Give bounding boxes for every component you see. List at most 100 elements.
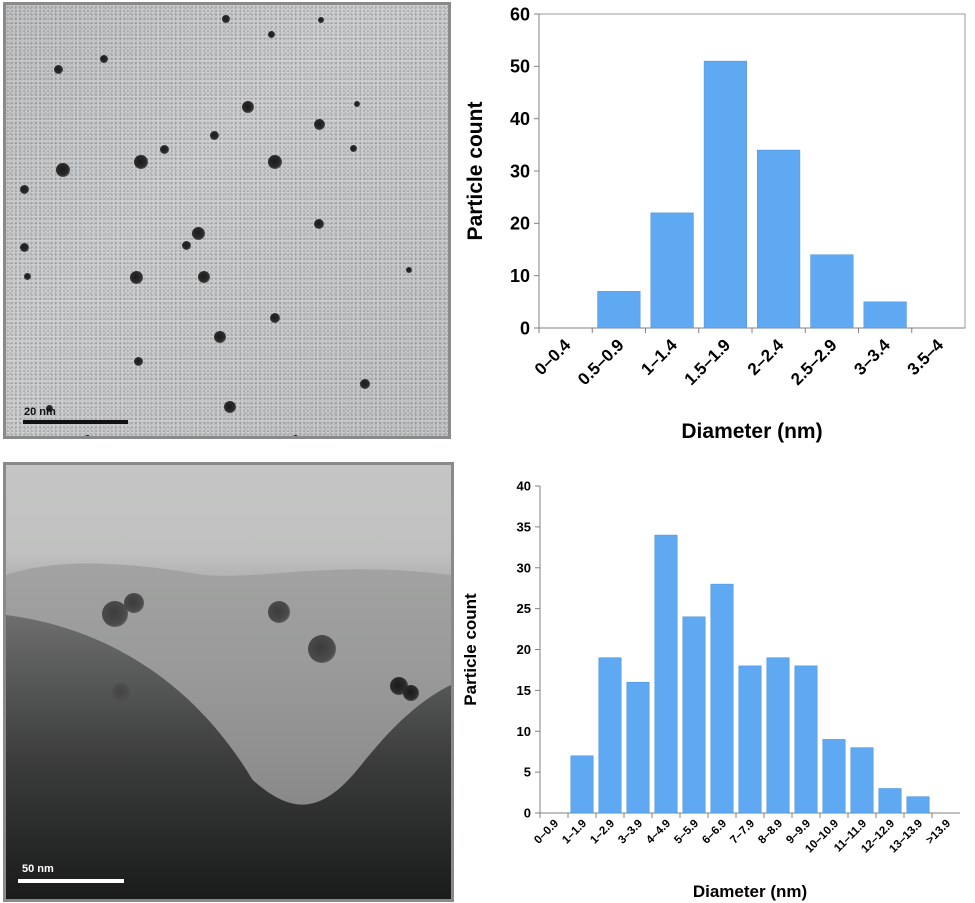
nanoparticle bbox=[46, 405, 53, 412]
bottom-chart-y-tick-label: 40 bbox=[517, 479, 531, 494]
histogram-bottom: 0 5 10 15 20 25 30 35 40 0–0.9 1–1.9 1–2.9 3–3.9 4–4.… bbox=[461, 479, 960, 901]
nanoparticle bbox=[403, 685, 419, 701]
bottom-chart-x-tick-label: 4–4.9 bbox=[644, 818, 673, 847]
scale-bar-top bbox=[23, 420, 128, 424]
top-chart-bar bbox=[650, 212, 694, 329]
nanoparticle bbox=[100, 55, 108, 63]
bottom-chart-y-tick-label: 10 bbox=[517, 724, 531, 739]
nanoparticle bbox=[20, 185, 29, 194]
nanoparticle bbox=[198, 271, 210, 283]
nanoparticle bbox=[56, 163, 70, 177]
top-chart-y-tick-label: 40 bbox=[510, 109, 530, 129]
nanoparticle bbox=[268, 31, 275, 38]
bottom-chart-y-tick-label: 20 bbox=[517, 642, 531, 657]
top-chart-bar bbox=[757, 149, 801, 329]
top-chart-y-tick-label: 20 bbox=[510, 214, 530, 234]
top-chart-y-tick-label: 10 bbox=[510, 266, 530, 286]
top-chart-y-tick-label: 30 bbox=[510, 161, 530, 181]
bottom-chart-y-tick-label: 0 bbox=[524, 806, 531, 821]
bottom-chart-y-tick-label: 5 bbox=[524, 765, 531, 780]
nanoparticle bbox=[270, 313, 280, 323]
bottom-chart-x-tick-label: 5–5.9 bbox=[672, 818, 701, 847]
bottom-chart-bar bbox=[626, 681, 650, 814]
bottom-chart-x-axis-title: Diameter (nm) bbox=[693, 882, 807, 901]
nanoparticle bbox=[54, 65, 63, 74]
nanoparticle bbox=[222, 15, 230, 23]
bottom-chart-bar bbox=[822, 739, 846, 814]
nanoparticle bbox=[102, 601, 128, 627]
top-chart-bar bbox=[863, 301, 907, 329]
histogram-top: 0 10 20 30 40 50 60 0–0.4 0.5–0.9 1–1.4 1.5–1.9 2–2… bbox=[464, 4, 966, 443]
bottom-chart-bar bbox=[850, 747, 874, 814]
bottom-chart-x-tick-label: 1–2.9 bbox=[588, 818, 617, 847]
bottom-chart-x-tick-label: 8–8.9 bbox=[756, 818, 785, 847]
nanoparticle bbox=[350, 145, 357, 152]
top-chart-x-tick-label: 2–2.4 bbox=[744, 335, 788, 379]
nanoparticle bbox=[24, 273, 31, 280]
bottom-chart-bar bbox=[906, 796, 930, 814]
nanoparticle bbox=[20, 243, 29, 252]
bottom-chart-x-tick-label: 6–6.9 bbox=[700, 818, 729, 847]
nanoparticle bbox=[112, 683, 130, 701]
bottom-chart-y-tick-label: 25 bbox=[517, 601, 531, 616]
nanoparticle bbox=[214, 331, 226, 343]
scale-bar-bottom bbox=[18, 879, 124, 883]
bottom-chart-bar bbox=[878, 788, 902, 814]
bottom-chart-x-tick-label: >13.9 bbox=[924, 818, 953, 847]
nanoparticle bbox=[314, 219, 324, 229]
nanoparticle bbox=[292, 435, 299, 436]
tem-image-top: 20 nm bbox=[3, 2, 451, 439]
top-chart-y-tick-label: 60 bbox=[510, 4, 530, 24]
nanoparticle bbox=[268, 155, 282, 169]
top-chart-x-tick-label: 0–0.4 bbox=[531, 335, 575, 379]
nanoparticle bbox=[224, 401, 236, 413]
bottom-chart-bar bbox=[738, 665, 762, 814]
top-chart-x-tick-label: 1.5–1.9 bbox=[681, 335, 735, 389]
nanoparticle bbox=[124, 593, 144, 613]
scale-label-top: 20 nm bbox=[24, 406, 56, 418]
bottom-chart-x-tick-label: 3–3.9 bbox=[616, 818, 645, 847]
nanoparticle bbox=[192, 227, 205, 240]
nanoparticle bbox=[406, 267, 412, 273]
carbon-support-ridge bbox=[6, 563, 451, 899]
nanoparticle bbox=[354, 101, 360, 107]
nanoparticle bbox=[268, 601, 290, 623]
nanoparticle bbox=[84, 435, 91, 436]
bottom-chart-x-tick-label: 0–0.9 bbox=[532, 818, 561, 847]
tem-image-bottom: 50 nm bbox=[3, 462, 454, 902]
bottom-chart-y-tick-label: 30 bbox=[517, 560, 531, 575]
nanoparticle bbox=[134, 155, 148, 169]
nanoparticle bbox=[308, 635, 336, 663]
bottom-chart-bar bbox=[570, 755, 594, 814]
bottom-chart-bar bbox=[766, 657, 790, 814]
bottom-chart-y-tick-label: 35 bbox=[517, 519, 531, 534]
nanoparticle bbox=[360, 379, 370, 389]
top-chart-bar bbox=[703, 60, 747, 329]
scale-label-bottom: 50 nm bbox=[22, 863, 54, 875]
nanoparticle bbox=[242, 101, 254, 113]
top-chart-plot-frame bbox=[538, 13, 966, 329]
bottom-chart-bar bbox=[654, 534, 678, 814]
top-chart-x-tick-label: 0.5–0.9 bbox=[574, 335, 628, 389]
nanoparticle bbox=[182, 241, 191, 250]
top-chart-x-axis-title: Diameter (nm) bbox=[681, 420, 822, 443]
bottom-chart-x-tick-label: 1–1.9 bbox=[560, 818, 589, 847]
bottom-chart-bar bbox=[682, 616, 706, 814]
bottom-chart-x-tick-label: 7–7.9 bbox=[728, 818, 757, 847]
bottom-chart-y-tick-label: 15 bbox=[517, 683, 531, 698]
bottom-chart-bar bbox=[598, 657, 622, 814]
nanoparticle bbox=[318, 17, 324, 23]
top-chart-y-tick-label: 50 bbox=[510, 57, 530, 77]
bottom-chart-y-axis-title: Particle count bbox=[461, 593, 480, 706]
nanoparticle bbox=[314, 119, 325, 130]
top-chart-y-axis-title: Particle count bbox=[464, 102, 487, 241]
top-chart-bar bbox=[810, 254, 854, 329]
top-chart-x-tick-label: 2.5–2.9 bbox=[787, 335, 841, 389]
bottom-chart-bar bbox=[794, 665, 818, 814]
nanoparticle bbox=[134, 357, 143, 366]
bottom-chart-bar bbox=[710, 583, 734, 814]
top-chart-x-tick-label: 3.5–4 bbox=[904, 335, 948, 379]
nanoparticle bbox=[130, 271, 143, 284]
top-chart-bar bbox=[597, 291, 641, 329]
top-chart-x-tick-label: 1–1.4 bbox=[637, 335, 681, 379]
